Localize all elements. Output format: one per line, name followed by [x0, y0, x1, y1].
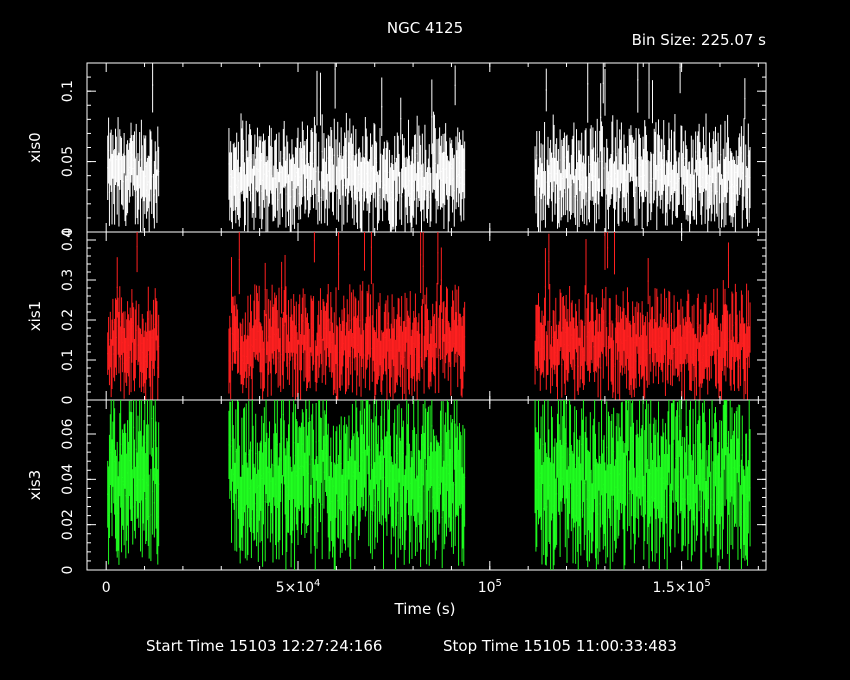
y-tick-label: 0: [60, 228, 76, 237]
y-tick-label: 0.4: [60, 229, 76, 251]
panel-frame: [86, 399, 767, 571]
y-tick-label: 0.05: [60, 146, 76, 177]
series-xis3: [107, 400, 751, 570]
x-tick-label: 0: [102, 580, 111, 596]
panels-group: 0 0.05 0.1 xis0 0 0.1 0.2 0.3 0.4 xis1 0 0.02 0.04 0.…: [26, 62, 767, 575]
y-tick-label: 0: [60, 396, 76, 405]
y-tick-label: 0.04: [60, 464, 76, 495]
x-tick-label: 105: [478, 578, 502, 596]
y-axis-label-xis1: xis1: [26, 301, 44, 331]
panel-xis1: 0 0.1 0.2 0.3 0.4 xis1: [26, 229, 767, 405]
x-axis-label: Time (s): [394, 600, 456, 618]
y-tick-label: 0.3: [60, 269, 76, 291]
x-tick-label: 5×104: [276, 578, 321, 596]
y-tick-label: 0.06: [60, 418, 76, 449]
panel-xis3: 0 0.02 0.04 0.06 xis3: [26, 399, 767, 575]
y-axis-label-xis0: xis0: [26, 132, 44, 162]
y-tick-label: 0: [60, 566, 76, 575]
y-tick-label: 0.02: [60, 509, 76, 540]
x-axis: 0 5×104 105 1.5×105: [102, 578, 711, 596]
chart-title: NGC 4125: [387, 19, 463, 37]
y-tick-label: 0.1: [60, 349, 76, 371]
series-xis1: [107, 232, 751, 400]
y-tick-label: 0.2: [60, 309, 76, 331]
y-tick-label: 0.1: [60, 80, 76, 102]
x-tick-label: 1.5×105: [653, 578, 711, 596]
stop-time-label: Stop Time 15105 11:00:33:483: [443, 637, 677, 655]
y-axis-label-xis3: xis3: [26, 470, 44, 500]
series-xis0: [107, 63, 751, 232]
panel-xis0: 0 0.05 0.1 xis0: [26, 62, 767, 237]
start-time-label: Start Time 15103 12:27:24:166: [146, 637, 382, 655]
bin-size-label: Bin Size: 225.07 s: [632, 31, 767, 49]
